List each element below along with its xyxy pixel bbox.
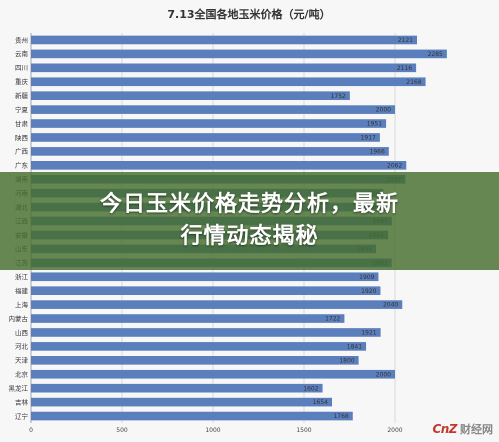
bar <box>31 147 389 156</box>
bar <box>31 286 381 295</box>
data-label: 1920 <box>361 288 376 295</box>
x-tick-label: 2000 <box>387 427 402 434</box>
bar <box>31 49 447 59</box>
category-label: 北京 <box>15 370 29 379</box>
data-label: 1966 <box>370 148 385 155</box>
data-label: 1841 <box>347 343 362 350</box>
bar <box>31 119 387 128</box>
data-label: 1722 <box>325 316 340 323</box>
category-label: 甘肃 <box>15 119 29 128</box>
watermark-text: 财经网 <box>460 423 493 436</box>
category-label: 新疆 <box>15 91 29 100</box>
data-label: 2121 <box>398 37 413 44</box>
category-label: 辽宁 <box>15 411 29 420</box>
x-tick-label: 0 <box>29 427 33 434</box>
data-label: 1917 <box>361 135 376 142</box>
category-label: 陕西 <box>15 133 29 142</box>
bar <box>31 397 333 407</box>
data-label: 2116 <box>397 65 412 72</box>
bar <box>31 328 381 337</box>
bar <box>31 411 353 421</box>
category-label: 黑龙江 <box>9 383 29 392</box>
category-label: 重庆 <box>15 77 29 86</box>
data-label: 1752 <box>331 93 346 100</box>
category-label: 河北 <box>15 343 29 351</box>
headline-line-2: 行情动态揭秘 <box>180 224 319 249</box>
category-label: 广东 <box>15 161 29 170</box>
bar <box>31 91 350 100</box>
bar <box>31 133 380 142</box>
bar <box>31 383 323 393</box>
headline-line-1: 今日玉米价格走势分析，最新 <box>99 192 399 217</box>
bar <box>31 35 418 45</box>
category-label: 贵州 <box>15 35 28 44</box>
category-label: 宁夏 <box>15 105 29 114</box>
bar <box>31 369 395 379</box>
data-label: 1654 <box>313 399 328 406</box>
data-label: 2000 <box>376 107 391 114</box>
data-label: 1768 <box>333 413 348 420</box>
bar <box>31 63 417 73</box>
bar <box>31 105 395 114</box>
category-label: 上海 <box>15 300 29 309</box>
data-label: 2168 <box>406 79 421 86</box>
x-axis-ticks: 0 500 1000 1500 2000 <box>29 427 403 434</box>
category-label: 天津 <box>15 357 29 365</box>
bar <box>31 314 345 323</box>
bar <box>31 356 359 365</box>
category-label: 广西 <box>15 147 29 156</box>
x-tick-label: 500 <box>116 427 128 434</box>
x-tick-label: 1500 <box>296 427 311 434</box>
category-label: 浙江 <box>15 272 29 281</box>
bar <box>31 77 426 87</box>
bar <box>31 300 403 309</box>
category-label: 福建 <box>15 286 29 295</box>
bar <box>31 342 367 351</box>
data-label: 2285 <box>428 51 443 58</box>
x-tick-label: 1000 <box>205 427 220 434</box>
data-label: 2040 <box>383 302 398 309</box>
data-label: 1800 <box>339 357 354 364</box>
category-label: 吉林 <box>15 397 29 406</box>
data-label: 2000 <box>376 371 391 378</box>
bar <box>31 272 379 282</box>
category-label: 云南 <box>15 49 29 58</box>
category-label: 山西 <box>15 328 29 337</box>
category-label: 四川 <box>15 64 28 72</box>
data-label: 1909 <box>359 274 374 281</box>
headline-banner: 今日玉米价格走势分析，最新 行情动态揭秘 <box>0 172 499 270</box>
data-label: 1921 <box>361 330 376 337</box>
category-label: 内蒙古 <box>9 314 29 323</box>
watermark-logo: CnZ <box>432 422 457 436</box>
chart-title: 7.13全国各地玉米价格（元/吨） <box>167 7 330 21</box>
data-label: 2062 <box>387 162 402 169</box>
bar <box>31 161 407 170</box>
data-label: 1951 <box>367 121 382 128</box>
data-label: 1602 <box>303 385 318 392</box>
watermark: CnZ 财经网 <box>432 420 493 438</box>
